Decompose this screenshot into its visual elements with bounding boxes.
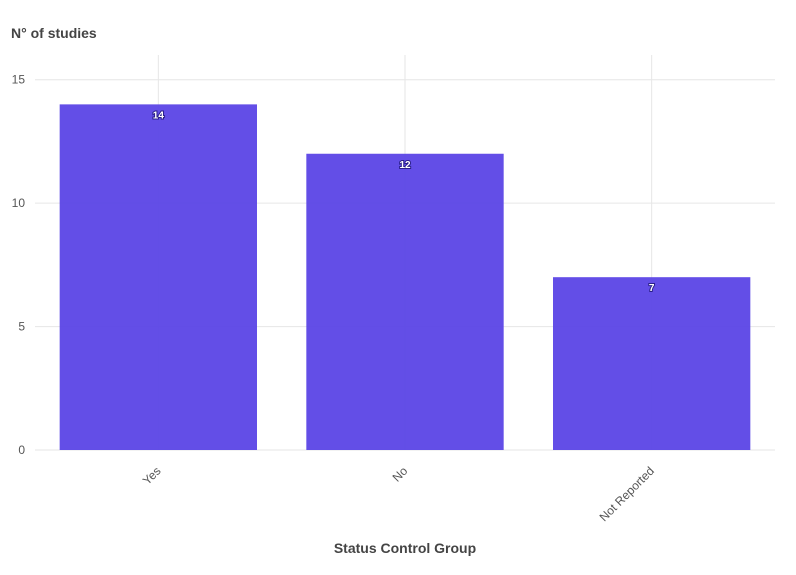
y-axis-title: N° of studies bbox=[11, 25, 97, 41]
bar-data-label: 12 bbox=[399, 160, 411, 171]
bar-data-label: 7 bbox=[649, 283, 655, 294]
y-tick-label: 10 bbox=[12, 196, 26, 210]
y-tick-label: 5 bbox=[18, 320, 25, 334]
y-tick-layer: 0 5 10 15 bbox=[12, 73, 26, 457]
x-axis-title: Status Control Group bbox=[334, 540, 476, 556]
bar-yes[interactable] bbox=[59, 104, 257, 450]
y-tick-label: 0 bbox=[18, 443, 25, 457]
y-tick-label: 15 bbox=[12, 73, 26, 87]
label-layer: 14 12 7 bbox=[152, 109, 656, 295]
bar-not-reported[interactable] bbox=[553, 277, 751, 450]
x-tick-layer: Yes No Not Reported bbox=[140, 464, 657, 525]
x-tick-label: Yes bbox=[140, 464, 164, 488]
bar-no[interactable] bbox=[306, 153, 504, 450]
x-tick-label: No bbox=[390, 464, 411, 485]
bar-layer bbox=[59, 104, 751, 450]
bar-data-label: 14 bbox=[153, 110, 165, 121]
x-tick-label: Not Reported bbox=[597, 464, 657, 524]
